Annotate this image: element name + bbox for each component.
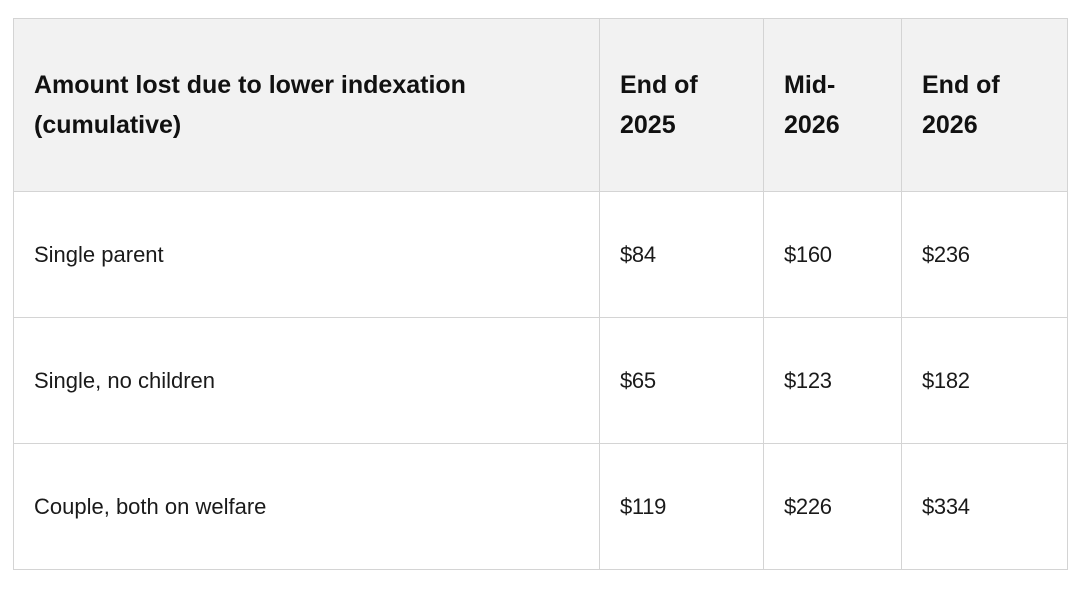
table-row: Single parent $84 $160 $236 [13, 191, 1068, 318]
table-cell: $119 [599, 443, 764, 570]
table-cell: $182 [901, 317, 1068, 444]
header-cell-mid-2026: Mid-2026 [763, 18, 902, 192]
header-cell-end-2025: End of 2025 [599, 18, 764, 192]
table-cell: $123 [763, 317, 902, 444]
row-label: Single, no children [13, 317, 600, 444]
table-row: Single, no children $65 $123 $182 [13, 317, 1068, 444]
table-row: Couple, both on welfare $119 $226 $334 [13, 443, 1068, 570]
header-row: Amount lost due to lower indexation (cum… [13, 18, 1068, 192]
table-cell: $65 [599, 317, 764, 444]
row-label: Couple, both on welfare [13, 443, 600, 570]
header-cell-category: Amount lost due to lower indexation (cum… [13, 18, 600, 192]
table-cell: $334 [901, 443, 1068, 570]
table-cell: $84 [599, 191, 764, 318]
header-cell-end-2026: End of 2026 [901, 18, 1068, 192]
row-label: Single parent [13, 191, 600, 318]
table-cell: $160 [763, 191, 902, 318]
indexation-loss-table: Amount lost due to lower indexation (cum… [13, 18, 1068, 570]
table-header: Amount lost due to lower indexation (cum… [13, 18, 1068, 192]
table-cell: $236 [901, 191, 1068, 318]
indexation-table-container: Amount lost due to lower indexation (cum… [13, 18, 1068, 570]
table-body: Single parent $84 $160 $236 Single, no c… [13, 191, 1068, 570]
table-cell: $226 [763, 443, 902, 570]
